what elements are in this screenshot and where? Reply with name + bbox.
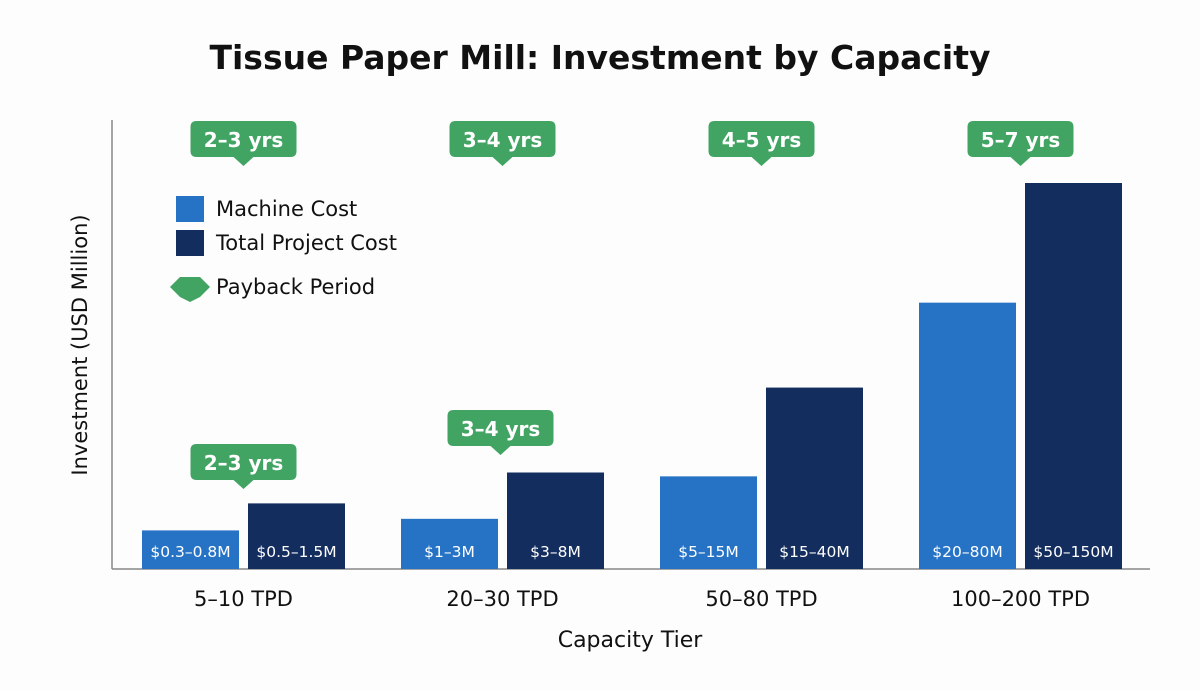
bar-machine-0 [142, 530, 239, 569]
chart-title: Tissue Paper Mill: Investment by Capacit… [209, 38, 991, 77]
bar-total-2 [766, 387, 863, 569]
payback-badge-top [708, 121, 815, 166]
legend-item-machine-cost: Machine Cost [176, 196, 357, 222]
payback-badge-inline [190, 444, 297, 489]
legend-label: Payback Period [216, 275, 376, 299]
bar-value-label: $50–150M [1033, 543, 1113, 561]
bar-value-label: $5–15M [678, 543, 739, 561]
legend-label: Machine Cost [216, 197, 358, 221]
payback-badge-top [449, 121, 556, 166]
x-tick-label: 50–80 TPD [705, 587, 817, 611]
bar-value-label: $0.5–1.5M [256, 543, 336, 561]
x-tick-label: 100–200 TPD [951, 587, 1090, 611]
payback-badge-top [967, 121, 1074, 166]
bar-value-label: $3–8M [530, 543, 581, 561]
payback-badge-top-text: 4–5 yrs [722, 128, 802, 152]
bar-value-label: $15–40M [779, 543, 849, 561]
legend-label: Total Project Cost [216, 231, 397, 255]
x-tick-label: 5–10 TPD [194, 587, 293, 611]
legend-swatch-machine [176, 196, 204, 222]
bar-total-0 [248, 503, 345, 569]
bar-machine-3 [919, 302, 1016, 569]
legend-item-payback: Payback Period [168, 272, 375, 302]
payback-badge-icon [170, 277, 210, 302]
legend-swatch-total [176, 230, 204, 256]
payback-badge-top-text: 5–7 yrs [981, 128, 1061, 152]
bar-total-1 [507, 472, 604, 569]
bar-total-3 [1025, 183, 1122, 569]
bar-value-label: $0.3–0.8M [150, 543, 230, 561]
bar-value-label: $1–3M [424, 543, 475, 561]
payback-badge-top-text: 2–3 yrs [204, 128, 284, 152]
payback-badge-inline [447, 410, 554, 455]
bar-machine-2 [660, 476, 757, 569]
x-tick-label: 20–30 TPD [446, 587, 558, 611]
payback-badge-top [190, 121, 297, 166]
payback-badge-top-text: 3–4 yrs [463, 128, 543, 152]
x-axis-label: Capacity Tier [557, 628, 703, 653]
legend-item-total-cost: Total Project Cost [176, 230, 397, 256]
bar-machine-1 [401, 518, 498, 569]
payback-badge-inline-text: 2–3 yrs [204, 451, 284, 475]
bar-value-label: $20–80M [932, 543, 1002, 561]
payback-badge-inline-text: 3–4 yrs [461, 417, 541, 441]
